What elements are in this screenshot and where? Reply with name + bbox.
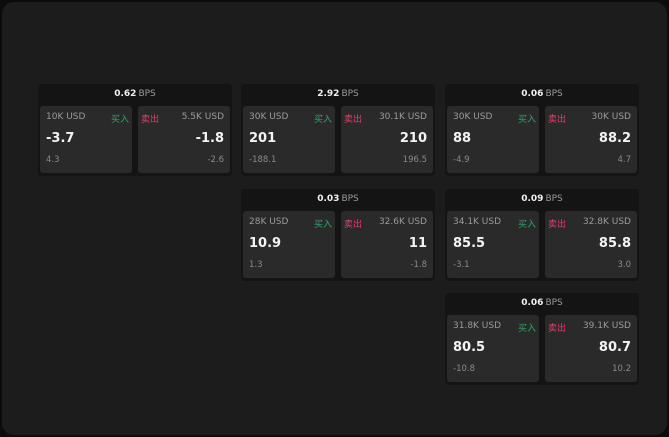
spread-header: 0.09 BPS [445,189,639,209]
quote-card: 0.62 BPS 10K USD 买入 -3.7 4.3 卖出 5.5K USD … [38,84,232,176]
spread-value: 0.09 [521,194,544,204]
spread-header: 0.03 BPS [241,189,435,209]
spread-unit: BPS [341,194,359,204]
buy-change: -10.8 [453,364,475,374]
sell-quote[interactable]: 卖出 32.8K USD 85.8 3.0 [545,211,637,278]
sell-size: 39.1K USD [582,321,631,331]
buy-quote[interactable]: 34.1K USD 买入 85.5 -3.1 [447,211,539,278]
spread-header: 0.06 BPS [445,84,639,104]
sell-change: 10.2 [612,364,631,374]
buy-size: 30K USD [249,112,289,122]
buy-size: 10K USD [46,112,86,122]
quote-card: 0.03 BPS 28K USD 买入 10.9 1.3 卖出 32.6K USD… [241,189,435,281]
spread-header: 0.62 BPS [38,84,232,104]
buy-label: 买入 [313,220,332,230]
spread-header: 0.06 BPS [445,293,639,313]
buy-price: 201 [249,131,277,146]
buy-change: 1.3 [249,260,263,270]
sell-change: 196.5 [402,155,427,165]
buy-label: 买入 [313,115,332,125]
spread-value: 2.92 [317,89,340,99]
buy-price: 85.5 [453,236,486,251]
quote-card: 0.06 BPS 31.8K USD 买入 80.5 -10.8 卖出 39.1K… [445,293,639,385]
buy-change: -188.1 [249,155,277,165]
buy-label: 买入 [517,220,536,230]
buy-size: 31.8K USD [453,321,502,331]
sell-price: -1.8 [195,131,224,146]
sell-quote[interactable]: 卖出 39.1K USD 80.7 10.2 [545,315,637,382]
buy-label: 买入 [517,324,536,334]
buy-change: -4.9 [453,155,470,165]
sell-label: 卖出 [344,220,363,230]
spread-value: 0.62 [114,89,137,99]
spread-header: 2.92 BPS [241,84,435,104]
sell-label: 卖出 [141,115,160,125]
sell-price: 210 [399,131,427,146]
quote-card: 0.09 BPS 34.1K USD 买入 85.5 -3.1 卖出 32.8K … [445,189,639,281]
sell-label: 卖出 [548,115,567,125]
sell-size: 5.5K USD [181,112,224,122]
sell-price: 88.2 [598,131,631,146]
sell-quote[interactable]: 卖出 30K USD 88.2 4.7 [545,106,637,173]
sell-label: 卖出 [548,220,567,230]
spread-unit: BPS [545,89,563,99]
spread-unit: BPS [545,194,563,204]
sell-quote[interactable]: 卖出 32.6K USD 11 -1.8 [341,211,433,278]
buy-price: 88 [453,131,472,146]
spread-value: 0.06 [521,89,544,99]
spread-unit: BPS [138,89,156,99]
sell-price: 11 [408,236,427,251]
spread-unit: BPS [545,298,563,308]
buy-price: 10.9 [249,236,282,251]
sell-price: 80.7 [598,340,631,355]
buy-label: 买入 [110,115,129,125]
buy-quote[interactable]: 31.8K USD 买入 80.5 -10.8 [447,315,539,382]
buy-quote[interactable]: 30K USD 买入 88 -4.9 [447,106,539,173]
sell-size: 32.8K USD [582,217,631,227]
sell-label: 卖出 [548,324,567,334]
sell-size: 32.6K USD [378,217,427,227]
sell-change: 4.7 [617,155,631,165]
buy-price: -3.7 [46,131,75,146]
buy-price: 80.5 [453,340,486,355]
spread-value: 0.03 [317,194,340,204]
buy-change: -3.1 [453,260,470,270]
buy-quote[interactable]: 28K USD 买入 10.9 1.3 [243,211,335,278]
buy-quote[interactable]: 10K USD 买入 -3.7 4.3 [40,106,132,173]
spread-value: 0.06 [521,298,544,308]
buy-size: 28K USD [249,217,289,227]
sell-change: -1.8 [410,260,427,270]
sell-label: 卖出 [344,115,363,125]
sell-price: 85.8 [598,236,631,251]
quote-card: 0.06 BPS 30K USD 买入 88 -4.9 卖出 30K USD 88… [445,84,639,176]
buy-change: 4.3 [46,155,60,165]
buy-size: 34.1K USD [453,217,502,227]
spread-unit: BPS [341,89,359,99]
sell-change: -2.6 [207,155,224,165]
sell-size: 30.1K USD [378,112,427,122]
sell-quote[interactable]: 卖出 5.5K USD -1.8 -2.6 [138,106,230,173]
buy-quote[interactable]: 30K USD 买入 201 -188.1 [243,106,335,173]
buy-label: 买入 [517,115,536,125]
sell-quote[interactable]: 卖出 30.1K USD 210 196.5 [341,106,433,173]
quote-card: 2.92 BPS 30K USD 买入 201 -188.1 卖出 30.1K U… [241,84,435,176]
buy-size: 30K USD [453,112,493,122]
sell-size: 30K USD [591,112,631,122]
sell-change: 3.0 [617,260,631,270]
